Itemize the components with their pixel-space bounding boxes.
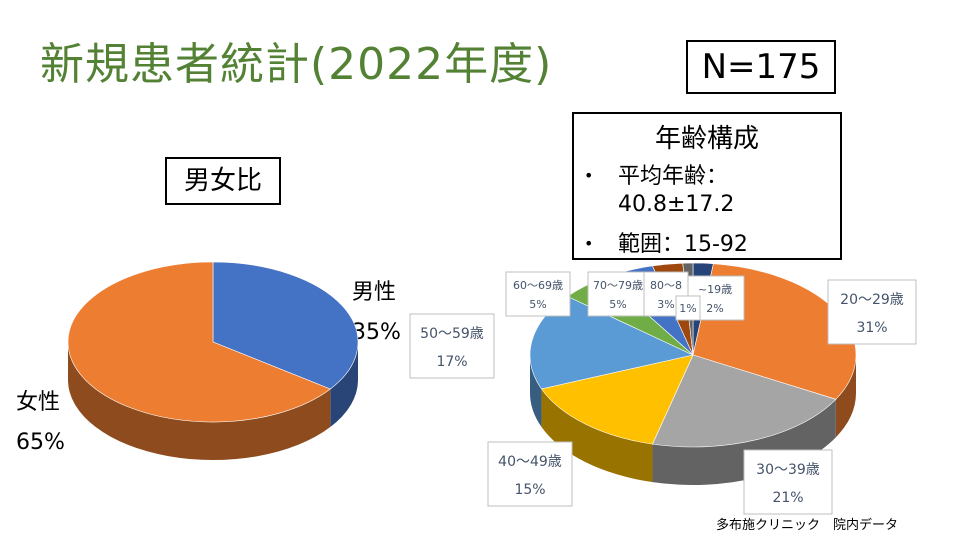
- age-pie-chart: [529, 262, 857, 485]
- data-label-category: ~19歳: [698, 283, 732, 296]
- data-label-box: [743, 449, 833, 515]
- data-label-box: [827, 279, 917, 345]
- sex-ratio-heading: 男女比: [165, 157, 281, 205]
- data-label-category: 40～49歳: [498, 454, 562, 470]
- pie-slice: [652, 354, 837, 448]
- data-label-percent: 3%: [657, 298, 674, 311]
- data-label-box: [487, 441, 573, 507]
- data-label-percent: 2%: [706, 302, 723, 315]
- pie-slice: [540, 354, 694, 445]
- source-footer: 多布施クリニック 院内データ: [716, 518, 899, 533]
- age-range: 範囲：15-92: [618, 232, 748, 257]
- pie-slice-side: [541, 388, 653, 483]
- data-label-percent: 21%: [772, 490, 803, 506]
- pie-slice-side: [68, 342, 331, 460]
- bullet-icon: •: [584, 166, 594, 185]
- data-label-box: [675, 295, 701, 321]
- data-label-percent: 15%: [514, 482, 545, 498]
- age-summary-box: 年齢構成 • 平均年齢： 40.8±17.2 • 範囲：15-92: [572, 112, 842, 260]
- mean-age-value: 40.8±17.2: [618, 192, 735, 217]
- pie-slice: [212, 261, 359, 390]
- data-label-category: 80～8: [650, 279, 682, 292]
- data-label-category: 30～39歳: [756, 462, 820, 478]
- data-label-category: 70～79歳: [593, 279, 643, 292]
- data-label-percent: 31%: [856, 320, 887, 336]
- male-label: 男性: [352, 280, 397, 305]
- age-data-labels: ~19歳 2% 20～29歳 31% 30～39歳 21% 40～49歳 15% 50～59歳 1…: [409, 271, 917, 515]
- page-title: 新規患者統計(2022年度): [40, 39, 553, 90]
- data-label-box: [409, 313, 495, 379]
- sex-pie-chart: [67, 261, 359, 460]
- data-label-category: 20～29歳: [840, 292, 904, 308]
- male-pct: 35%: [352, 320, 401, 345]
- sample-size-box: N=175: [686, 40, 836, 94]
- mean-age-label: 平均年齢：: [618, 164, 729, 189]
- data-label-percent: 17%: [436, 354, 467, 370]
- age-summary-heading: 年齢構成: [654, 124, 759, 154]
- data-label-category: 50～59歳: [420, 326, 484, 342]
- female-label: 女性: [16, 390, 61, 415]
- data-label-category: 60～69歳: [513, 279, 563, 292]
- pie-slice-side: [835, 355, 856, 438]
- data-label-percent: 5%: [529, 298, 546, 311]
- data-label-percent: 5%: [609, 298, 626, 311]
- data-label-percent: 1%: [679, 302, 696, 315]
- pie-slice-side: [330, 342, 358, 428]
- pie-slice: [67, 261, 331, 423]
- female-pct: 65%: [16, 430, 65, 455]
- data-label-box: [505, 271, 571, 317]
- bullet-icon: •: [584, 234, 594, 253]
